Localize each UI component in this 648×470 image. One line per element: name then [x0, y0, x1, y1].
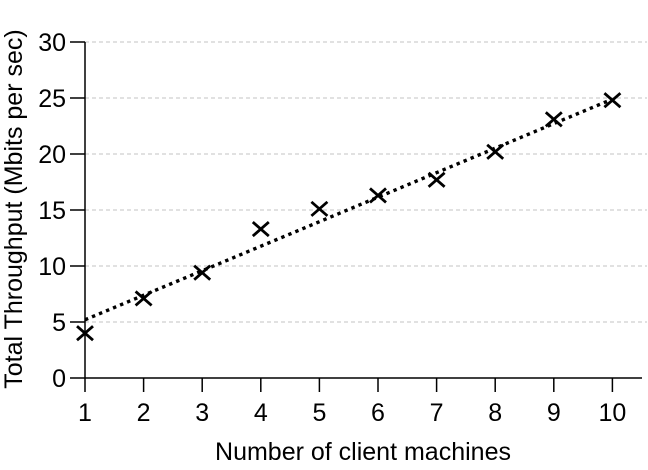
data-point-marker: [369, 187, 387, 204]
x-axis-title: Number of client machines: [215, 438, 511, 465]
y-tick-label: 20: [38, 141, 66, 169]
data-point-marker: [486, 143, 505, 160]
x-tick-label: 3: [195, 399, 209, 427]
axes: [84, 42, 642, 379]
data-point-marker: [76, 325, 94, 342]
x-tick-label: 4: [254, 399, 268, 427]
y-tick-label: 15: [38, 197, 66, 225]
x-tick-label: 9: [547, 399, 561, 427]
data-point-marker: [193, 264, 212, 281]
trend-line: [84, 97, 614, 322]
x-tick-label: 7: [430, 399, 444, 427]
y-tick-labels: 0 5 10 15 20 25 30: [38, 29, 66, 393]
x-tick-label: 5: [312, 399, 326, 427]
y-tick-label: 25: [38, 85, 66, 113]
data-point-marker: [603, 92, 622, 109]
trend-line-series: [84, 97, 614, 322]
tick-marks: [70, 41, 614, 392]
data-point-marker: [544, 111, 563, 128]
x-tick-label: 10: [598, 399, 626, 427]
x-tick-label: 8: [488, 399, 502, 427]
data-point-marker: [310, 200, 329, 217]
y-tick-label: 5: [52, 309, 66, 337]
data-point-marker: [251, 220, 270, 238]
y-tick-label: 0: [52, 365, 66, 393]
data-point-marker: [134, 290, 153, 307]
data-point-series: [76, 92, 622, 342]
data-point-marker: [427, 171, 446, 188]
gridlines: [85, 41, 647, 323]
x-tick-label: 2: [137, 399, 151, 427]
y-tick-label: 10: [38, 253, 66, 281]
y-axis-title: Total Throughput (Mbits per sec): [0, 29, 28, 388]
x-tick-labels: 1 2 3 4 5 6 7 8 9 10: [78, 399, 626, 427]
y-tick-label: 30: [38, 29, 66, 57]
x-tick-label: 6: [371, 399, 385, 427]
x-tick-label: 1: [78, 399, 92, 427]
